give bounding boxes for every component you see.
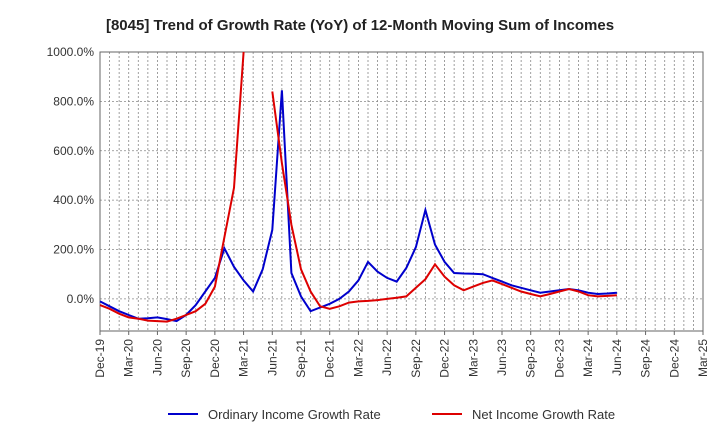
x-tick-label: Dec-20 xyxy=(208,339,222,378)
x-tick-label: Mar-22 xyxy=(351,339,365,377)
x-tick-label: Sep-24 xyxy=(639,339,653,378)
x-tick-label: Mar-20 xyxy=(122,339,136,377)
series-net-income xyxy=(99,51,617,323)
x-tick-label: Sep-23 xyxy=(524,339,538,378)
y-tick-label: 1000.0% xyxy=(47,45,95,59)
x-tick-label: Jun-22 xyxy=(380,339,394,376)
series-line xyxy=(99,51,245,323)
series-line-segment xyxy=(271,91,617,310)
x-tick-label: Dec-24 xyxy=(667,339,681,378)
x-tick-label: Mar-23 xyxy=(466,339,480,377)
x-tick-label: Jun-21 xyxy=(265,339,279,376)
x-tick-label: Mar-24 xyxy=(581,339,595,377)
legend-label: Net Income Growth Rate xyxy=(472,407,615,422)
x-tick-label: Dec-23 xyxy=(552,339,566,378)
y-tick-label: 400.0% xyxy=(53,193,94,207)
x-tick-label: Mar-21 xyxy=(237,339,251,377)
x-tick-label: Dec-22 xyxy=(438,339,452,378)
x-tick-label: Sep-22 xyxy=(409,339,423,378)
x-tick-label: Dec-19 xyxy=(93,339,107,378)
x-tick-label: Mar-25 xyxy=(696,339,710,377)
y-tick-label: 200.0% xyxy=(53,243,94,257)
x-tick-label: Dec-21 xyxy=(323,339,337,378)
y-tick-label: 600.0% xyxy=(53,144,94,158)
grid-layer xyxy=(99,51,704,331)
y-tick-label: 0.0% xyxy=(67,292,95,306)
chart-title: [8045] Trend of Growth Rate (YoY) of 12-… xyxy=(106,17,614,34)
series-layer xyxy=(99,51,617,323)
x-tick-label: Jun-23 xyxy=(495,339,509,376)
x-tick-label: Sep-20 xyxy=(179,339,193,378)
axis-layer: 0.0% 200.0% 400.0% 600.0% 800.0% 1000.0% Dec-1… xyxy=(47,45,710,378)
legend-label: Ordinary Income Growth Rate xyxy=(208,407,381,422)
x-tick-label: Jun-20 xyxy=(150,339,164,376)
legend: Ordinary Income Growth Rate Net Income Gr… xyxy=(168,407,615,422)
x-tick-label: Jun-24 xyxy=(610,339,624,376)
y-tick-label: 800.0% xyxy=(53,94,94,108)
x-tick-label: Sep-21 xyxy=(294,339,308,378)
plot-frame xyxy=(99,51,704,332)
